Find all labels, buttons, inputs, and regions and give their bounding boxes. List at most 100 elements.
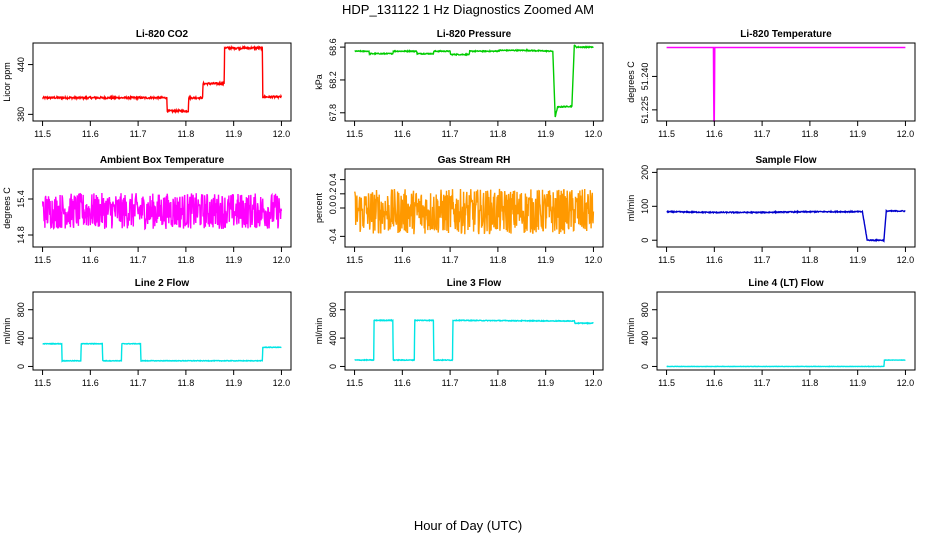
x-tick-label: 11.5 [658,378,675,388]
x-tick-label: 11.5 [658,129,675,139]
y-tick-label: 0.4 [328,173,338,186]
y-tick-label: 200 [640,165,650,180]
x-tick-label: 11.8 [177,129,194,139]
y-tick-label: 51.225 [640,96,650,124]
plot-frame [32,168,292,248]
y-tick-label: 0.0 [328,202,338,215]
x-tick-label: 11.5 [346,378,363,388]
y-tick-label: 0 [640,238,650,243]
x-tick-label: 11.7 [442,378,459,388]
x-tick-label: 12.0 [273,255,291,265]
panel-3: Ambient Box Temperature 11.5 11.6 11.7 11.8 1… [2,155,292,265]
x-tick-label: 11.8 [801,129,818,139]
y-axis-label: ml/min [314,318,324,345]
series-line [354,44,594,118]
x-tick-label: 11.5 [658,255,675,265]
y-tick-label: 0 [640,364,650,369]
panel-title: Line 4 (LT) Flow [748,278,824,289]
series-line [41,44,283,115]
y-axis-label: ml/min [626,195,636,222]
x-tick-label: 12.0 [585,129,603,139]
panel-title: Sample Flow [755,155,816,166]
x-tick-label: 11.9 [225,129,242,139]
y-axis-label: percent [314,192,324,223]
y-tick-label: 0 [16,364,26,369]
x-tick-label: 11.7 [754,378,771,388]
y-tick-label: 400 [640,331,650,346]
y-tick-label: 0.2 [328,188,338,201]
y-tick-label: 15.4 [16,190,26,208]
x-tick-label: 12.0 [585,255,603,265]
panel-5: Sample Flow 11.5 11.6 11.7 11.8 11.9 12.0 0 100 2… [626,155,916,265]
x-tick-label: 11.8 [177,255,194,265]
x-tick-label: 11.6 [706,378,723,388]
x-tick-label: 11.9 [537,255,554,265]
y-tick-label: 800 [328,302,338,317]
y-axis-label: Licor ppm [2,62,12,102]
y-tick-label: 800 [640,302,650,317]
x-tick-label: 11.9 [849,378,866,388]
y-tick-label: 68.6 [328,38,338,56]
x-tick-label: 11.5 [346,255,363,265]
x-tick-label: 11.5 [34,255,51,265]
panel-title: Li-820 CO2 [136,29,189,40]
y-axis-label: ml/min [626,318,636,345]
x-tick-label: 11.8 [801,255,818,265]
y-axis-label: degrees C [626,61,636,103]
x-tick-label: 11.6 [394,129,411,139]
y-tick-label: -0.4 [328,229,338,245]
x-tick-label: 11.9 [537,378,554,388]
x-tick-label: 11.8 [801,378,818,388]
y-axis-label: kPa [314,74,324,90]
x-tick-label: 11.5 [34,378,51,388]
x-axis-label: Hour of Day (UTC) [413,518,523,533]
x-tick-label: 12.0 [585,378,603,388]
panel-title: Li-820 Pressure [437,29,512,40]
x-tick-label: 12.0 [897,129,915,139]
x-tick-label: 11.8 [489,255,506,265]
x-tick-label: 11.7 [754,129,771,139]
x-tick-label: 11.8 [489,378,506,388]
series-line [42,342,282,363]
series-line [666,46,906,122]
y-tick-label: 440 [16,57,26,72]
y-tick-label: 800 [16,302,26,317]
series-line [353,188,595,235]
series-line [354,318,594,362]
plot-frame [344,42,604,122]
x-tick-label: 11.7 [130,378,147,388]
y-tick-label: 68.2 [328,71,338,89]
y-tick-label: 100 [640,199,650,214]
panel-title: Ambient Box Temperature [100,155,225,166]
plot-frame [656,291,916,371]
plot-frame [656,42,916,122]
x-tick-label: 11.6 [82,129,99,139]
series-line [41,192,283,231]
x-tick-label: 11.6 [394,255,411,265]
y-axis-label: ml/min [2,318,12,345]
x-tick-label: 11.7 [130,129,147,139]
panel-title: Line 3 Flow [447,278,502,289]
panel-title: Gas Stream RH [438,155,511,166]
x-tick-label: 11.5 [346,129,363,139]
panel-7: Line 3 Flow 11.5 11.6 11.7 11.8 11.9 12.0 0 400 8… [314,278,604,388]
x-tick-label: 11.6 [394,378,411,388]
x-tick-label: 12.0 [273,129,291,139]
plot-frame [32,42,292,122]
panel-4: Gas Stream RH 11.5 11.6 11.7 11.8 11.9 12.0 -0.… [314,155,604,265]
y-tick-label: 14.8 [16,226,26,244]
plot-frame [344,291,604,371]
x-tick-label: 11.5 [34,129,51,139]
y-tick-label: 400 [16,331,26,346]
x-tick-label: 11.6 [82,255,99,265]
panel-title: Line 2 Flow [135,278,190,289]
x-tick-label: 11.6 [706,129,723,139]
x-tick-label: 12.0 [897,378,915,388]
panel-0: Li-820 CO2 11.5 11.6 11.7 11.8 11.9 12.0 380 440… [2,29,292,139]
x-tick-label: 11.7 [442,129,459,139]
y-tick-label: 51.240 [640,63,650,91]
x-tick-label: 11.8 [489,129,506,139]
x-tick-label: 11.6 [706,255,723,265]
series-line [666,359,906,368]
